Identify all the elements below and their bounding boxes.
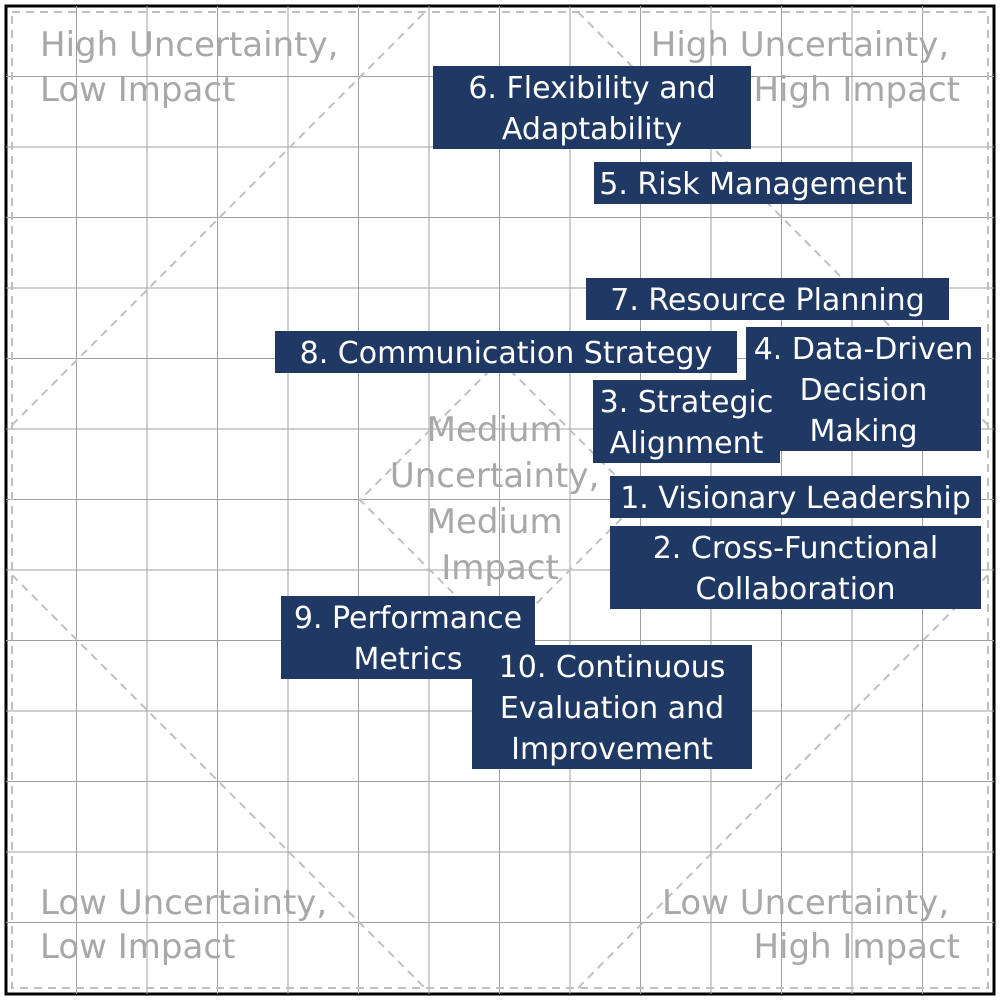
item-box-background	[594, 162, 912, 204]
zone-line: Low Impact	[40, 927, 235, 967]
zone-label-bottom-right: Low Uncertainty, High Impact	[662, 883, 960, 967]
item-label-line: Improvement	[511, 732, 713, 767]
item-label-line: Collaboration	[696, 572, 896, 607]
zone-line: Low Uncertainty,	[40, 883, 327, 923]
item-boxes: 6. Flexibility and Adaptability 5. Risk Ma…	[275, 66, 981, 769]
item-box-background	[275, 331, 737, 373]
zone-line: Impact	[441, 548, 559, 588]
item-box-6: 6. Flexibility and Adaptability	[433, 66, 751, 149]
item-label-line: 9. Performance	[294, 601, 522, 636]
item-label-line: 6. Flexibility and	[468, 71, 715, 106]
item-label-line: 3. Strategic	[600, 385, 774, 420]
item-label: 4. Data-Driven Decision Making	[754, 332, 974, 449]
zone-line: Low Uncertainty,	[662, 883, 949, 923]
item-label-line: 5. Risk Management	[599, 167, 907, 202]
item-label: 6. Flexibility and Adaptability	[468, 71, 715, 147]
item-label-line: Decision	[800, 373, 928, 408]
item-label-line: Metrics	[354, 642, 463, 677]
item-box-10: 10. Continuous Evaluation and Improvement	[472, 645, 752, 769]
zone-line: Low Impact	[40, 70, 235, 110]
zone-label-center: Medium Uncertainty, Medium Impact	[390, 410, 610, 588]
inner-dashed-border	[11, 11, 989, 989]
item-box-background	[472, 645, 752, 769]
item-box-background	[746, 327, 981, 451]
zone-line: Medium	[427, 410, 563, 450]
zone-label-bottom-left: Low Uncertainty, Low Impact	[40, 883, 338, 967]
item-box-7: 7. Resource Planning	[586, 278, 949, 320]
item-box-background	[586, 278, 949, 320]
zone-line: High Uncertainty,	[651, 25, 949, 65]
item-label-line: 7. Resource Planning	[610, 283, 925, 318]
item-box-background	[610, 476, 981, 518]
item-box-1: 1. Visionary Leadership	[610, 476, 981, 518]
item-label-line: 1. Visionary Leadership	[620, 481, 971, 516]
item-label: 9. Performance Metrics	[294, 601, 522, 677]
item-box-8: 8. Communication Strategy	[275, 331, 737, 373]
item-label-line: 10. Continuous	[499, 650, 726, 685]
item-box-background	[593, 380, 780, 463]
item-label-line: Evaluation and	[500, 691, 724, 726]
item-box-background	[610, 526, 981, 609]
item-label-line: Making	[809, 414, 917, 449]
item-label: 3. Strategic Alignment	[600, 385, 774, 461]
zone-line: High Impact	[753, 70, 960, 110]
item-box-9: 9. Performance Metrics	[281, 596, 535, 679]
item-label: 5. Risk Management	[599, 167, 907, 202]
zone-line: High Impact	[753, 927, 960, 967]
zone-label-top-right: High Uncertainty, High Impact	[651, 25, 960, 110]
zone-line: Uncertainty,	[390, 456, 599, 496]
zone-line: Medium	[427, 502, 563, 542]
item-label-line: Adaptability	[502, 112, 682, 147]
item-label-line: 8. Communication Strategy	[300, 336, 713, 371]
zone-line: High Uncertainty,	[40, 25, 338, 65]
item-label: 10. Continuous Evaluation and Improvement	[499, 650, 726, 767]
zone-label-top-left: High Uncertainty, Low Impact	[40, 25, 349, 110]
item-label-line: 4. Data-Driven	[754, 332, 974, 367]
item-label: 2. Cross-Functional Collaboration	[653, 531, 939, 607]
item-label-line: 2. Cross-Functional	[653, 531, 939, 566]
item-box-5: 5. Risk Management	[594, 162, 912, 204]
item-box-4: 4. Data-Driven Decision Making	[746, 327, 981, 451]
item-box-2: 2. Cross-Functional Collaboration	[610, 526, 981, 609]
item-box-background	[433, 66, 751, 149]
item-label-line: Alignment	[610, 426, 764, 461]
item-box-3: 3. Strategic Alignment	[593, 380, 780, 463]
item-label: 1. Visionary Leadership	[620, 481, 971, 516]
item-label: 7. Resource Planning	[610, 283, 925, 318]
item-label: 8. Communication Strategy	[300, 336, 713, 371]
